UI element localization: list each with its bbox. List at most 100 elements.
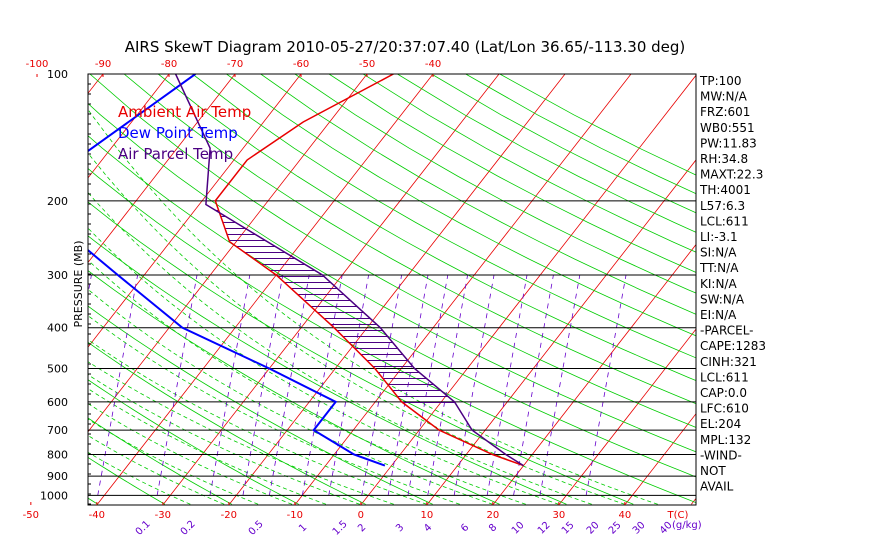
top-temp-tick-label: -40 [425,59,441,70]
mixing-ratio-label: 8 [487,522,499,534]
index-label: MAXT:22.3 [700,168,763,182]
index-label: SI:N/A [700,246,737,260]
isotherm-line [229,74,566,505]
index-label: CAPE:1283 [700,339,766,353]
mixing-ratio-line [513,274,554,496]
index-label: LFC:610 [700,402,749,416]
mixing-ratio-line [387,274,429,496]
bottom-temp-tick-label: 0 [358,510,364,521]
dry-adiabat-line [328,74,696,273]
index-label: KI:N/A [700,277,737,291]
pressure-tick-label: 200 [47,195,68,208]
index-label: L57:6.3 [700,199,745,213]
legend-entry: Ambient Air Temp [118,103,251,121]
bottom-temp-tick-label: -30 [155,510,171,521]
mixing-ratio-line [407,274,449,496]
mixing-ratio-line [453,274,495,496]
dry-adiabat-line [88,379,299,505]
bottom-temp-tick-label: 30 [552,510,565,521]
isotherm-line [88,74,236,264]
index-label: FRZ:601 [700,105,750,119]
dry-adiabat-line [88,305,433,505]
bottom-temp-tick-label: 20 [486,510,499,521]
grid-lines [0,74,696,505]
mixing-ratio-label: 10 [510,520,527,537]
dry-adiabat-line [0,74,31,504]
isotherm-line [361,74,696,505]
isotherm-line [427,159,696,505]
top-temp-tick-label: -50 [359,59,375,70]
mixing-ratio-label: 0.2 [179,519,198,538]
index-label: LI:-3.1 [700,230,738,244]
dry-adiabat-line [192,74,696,359]
dry-adiabat-line [88,456,166,505]
cape-shading [215,209,455,403]
index-label: WB0:551 [700,121,755,135]
index-label: SW:N/A [700,292,745,306]
pressure-tick-label: 800 [47,449,68,462]
dry-adiabat-line [157,74,696,382]
legend-entry: Dew Point Temp [118,124,238,142]
dry-adiabat-line [88,168,696,504]
isotherm-line [625,413,696,505]
mixing-ratio-line [486,274,528,496]
moist-adiabat-line [88,191,592,505]
moist-adiabat-line [88,435,225,505]
bottom-temp-tick-label: 10 [420,510,433,521]
isotherm-line [559,328,696,505]
series-line [88,74,386,467]
y-axis-label: PRESSURE (MB) [72,241,85,328]
mixing-ratio-line [427,274,468,496]
mixing-ratio-label: 20 [585,520,602,537]
mixing-ratio-line [361,274,402,496]
top-temp-tick-label: -80 [161,59,177,70]
mixing-ratio-line [539,274,581,496]
dry-adiabat-line [88,201,634,505]
chart-title: AIRS SkewT Diagram 2010-05-27/20:37:07.4… [125,38,686,56]
dry-adiabat-line [123,74,696,405]
mixing-ratio-line [242,274,284,496]
dry-adiabat-line [431,74,696,214]
index-label: TH:4001 [699,183,751,197]
index-label: LCL:611 [700,370,749,384]
index-label: LCL:611 [700,214,749,228]
mixing-ratio-line [585,274,627,496]
top-temp-tick-label: -90 [95,59,111,70]
index-label: CINH:321 [700,355,757,369]
moist-adiabat-line [88,361,394,505]
mixing-ratio-label: 1 [297,522,309,534]
dry-adiabat-line [362,74,696,253]
mixing-ratio-label: 6 [459,522,471,534]
dry-adiabat-line [294,74,696,294]
mixing-ratio-line [328,274,369,496]
mixing-ratio-label: 2 [356,522,368,534]
moist-adiabat-line [88,259,526,505]
mixing-ratio-label: 0.5 [247,519,266,538]
mixing-ratio-label: 0.1 [134,519,153,538]
mixing-ratio-label: 4 [422,522,434,534]
sounding-series [88,74,524,467]
dry-adiabat-line [89,74,696,428]
isotherm-line [97,74,434,505]
dry-adiabat-line [499,74,696,176]
index-label: EI:N/A [700,308,737,322]
pressure-tick-label: 900 [47,470,68,483]
moist-adiabat-line [88,339,427,505]
bottom-unit-label: T(C) [667,510,689,521]
pressure-tick-label: 1000 [40,489,68,502]
pressure-tick-label: 500 [47,363,68,376]
index-label: PW:11.83 [700,136,757,150]
moist-adiabat-line [88,227,559,505]
bottom-temp-tick-label: -10 [287,510,303,521]
index-label: MPL:132 [700,433,751,447]
top-temp-tick-label: -100 [26,59,49,70]
mixing-ratio-label: 12 [536,520,553,537]
top-temp-tick-label: -60 [293,59,309,70]
pressure-tick-label: 600 [47,396,68,409]
index-label: NOT [700,464,726,478]
bottom-temp-tick-label: -50 [23,510,39,521]
index-label: TP:100 [699,74,742,88]
